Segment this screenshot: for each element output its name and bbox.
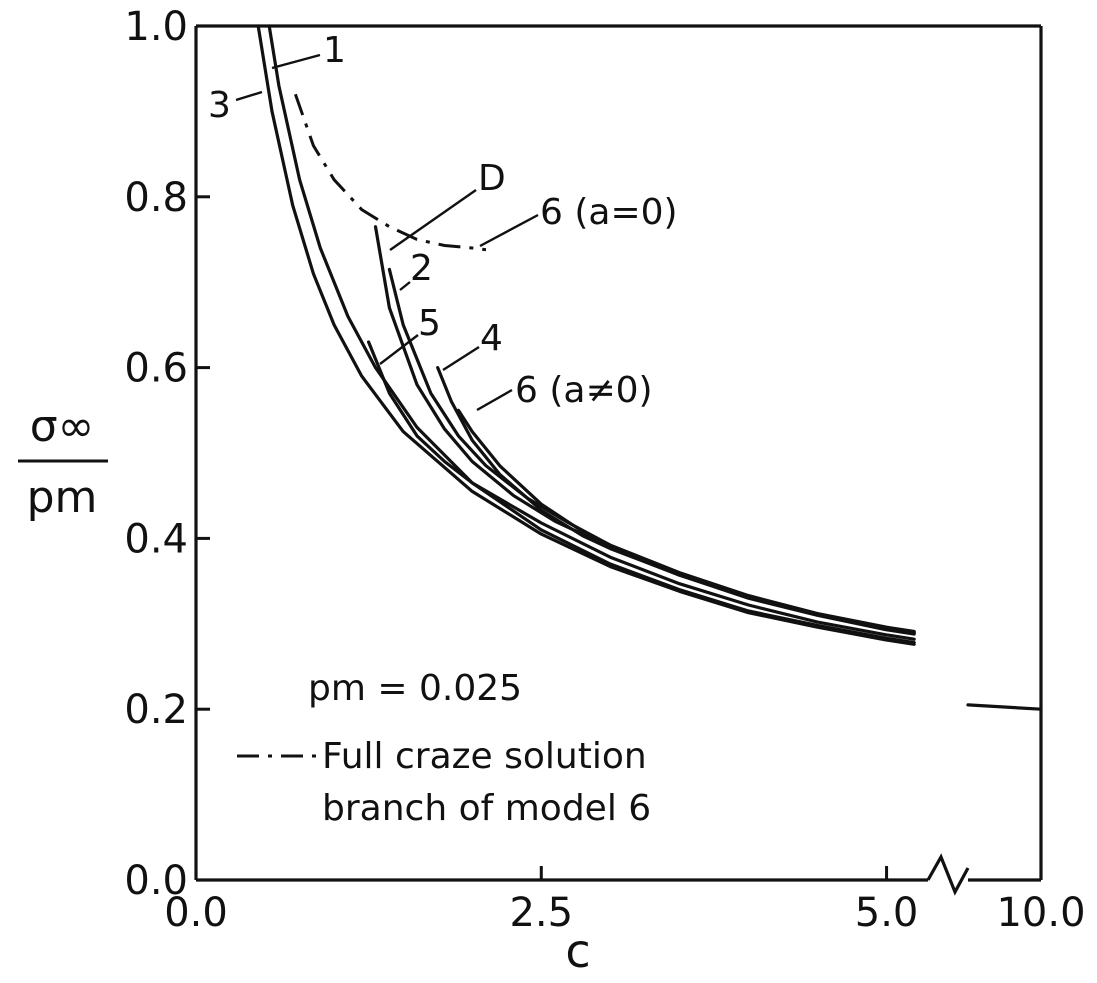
annotation-block: pm = 0.025 Full craze solution branch of…: [237, 668, 651, 829]
leader-6-a-neq-0: [476, 388, 513, 412]
x-axis: 0.0 2.5 5.0: [164, 866, 918, 936]
x-break-tick-label: 10.0: [996, 890, 1085, 936]
curve-label-D: D: [478, 158, 506, 199]
curve-label-6-a-neq-0: 6 (a≠0): [515, 370, 653, 411]
parameter-note: pm = 0.025: [308, 668, 522, 709]
axis-break-mark: [926, 853, 970, 896]
x-tick-label: 0.0: [164, 890, 228, 936]
plot-frame: [194, 24, 1043, 896]
curve-label-1: 1: [323, 30, 346, 71]
series-line: [436, 366, 916, 634]
series-line: [293, 93, 487, 252]
series-line: [267, 24, 916, 645]
series-line: [367, 340, 916, 641]
y-tick-label: 1.0: [124, 4, 188, 50]
y-axis-title-numerator: σ∞: [30, 401, 95, 452]
curve-label-4: 4: [480, 318, 503, 359]
y-tick-label: 0.4: [124, 516, 188, 562]
leader-5: [379, 334, 419, 365]
x-axis-title: c: [565, 924, 590, 978]
y-axis-title-denominator: pm: [27, 472, 98, 523]
y-axis-title: σ∞ pm: [18, 401, 108, 523]
x-tick-label: 5.0: [855, 890, 919, 936]
y-axis: 0.0 0.2 0.4 0.6 0.8 1.0: [124, 4, 210, 904]
y-tick-label: 0.2: [124, 687, 188, 733]
curve-label-5: 5: [418, 303, 441, 344]
curve-label-2: 2: [410, 248, 433, 289]
legend-label-line2: branch of model 6: [322, 788, 651, 829]
x-tick-label: 2.5: [509, 890, 573, 936]
leader-3: [235, 90, 263, 102]
leader-6-a-0: [479, 213, 539, 248]
curve-label-6-a-0: 6 (a=0): [540, 192, 678, 233]
series-line-after-break: [966, 703, 1043, 711]
legend-label-line1: Full craze solution: [322, 736, 647, 777]
series-line: [256, 24, 916, 646]
curve-labels: 1 3 D 2 5 4 6 (a≠0) 6 (a=0): [208, 30, 678, 412]
y-tick-label: 0.8: [124, 175, 188, 221]
y-tick-label: 0.6: [124, 346, 188, 392]
curve-label-3: 3: [208, 85, 231, 126]
series-group: [256, 24, 1043, 711]
series-line: [456, 408, 916, 634]
leader-1: [271, 53, 321, 70]
y-tick-label: 0.0: [124, 858, 188, 904]
leader-2: [399, 281, 411, 291]
leader-D: [389, 189, 477, 251]
leader-4: [442, 345, 480, 372]
